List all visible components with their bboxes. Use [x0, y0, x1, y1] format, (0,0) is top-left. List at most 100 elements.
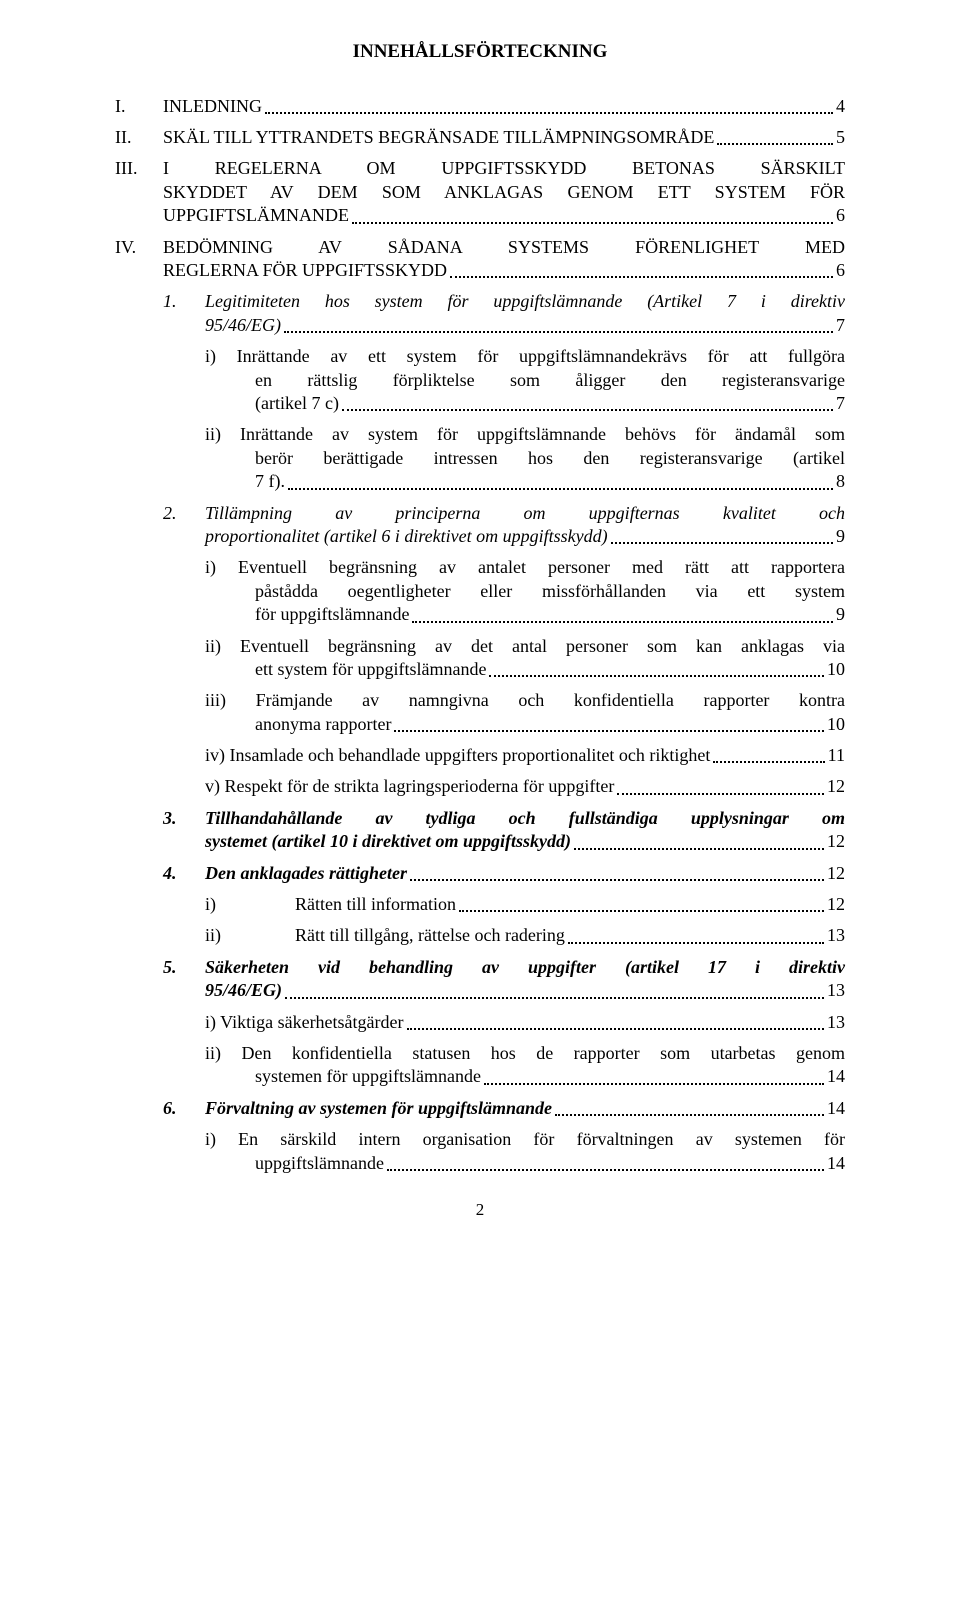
toc-text: v) Respekt för de strikta lagringsperiod…	[205, 775, 614, 798]
toc-label: 4.	[163, 862, 205, 885]
toc-line: för uppgiftslämnande	[255, 603, 409, 626]
toc-text: Rätt till tillgång, rättelse och raderin…	[295, 924, 565, 947]
toc-entry: ii) Rätt till tillgång, rättelse och rad…	[205, 924, 845, 947]
toc-page: 4	[836, 95, 845, 118]
toc-entry: I. INLEDNING 4	[115, 95, 845, 118]
toc-line: ett system för uppgiftslämnande	[255, 658, 486, 681]
toc-line: systemen för uppgiftslämnande	[255, 1065, 481, 1088]
toc-line: berör berättigade intressen hos den regi…	[255, 447, 845, 470]
toc-line: REGLERNA FÖR UPPGIFTSSKYDD	[163, 259, 447, 282]
toc-entry: ii) Eventuell begränsning av det antal p…	[115, 635, 845, 682]
toc-text: SKÄL TILL YTTRANDETS BEGRÄNSADE TILLÄMPN…	[163, 126, 714, 149]
toc-line: anonyma rapporter	[255, 713, 391, 736]
toc-page: 14	[827, 1152, 845, 1175]
toc-leader	[713, 761, 824, 763]
toc-page: 6	[836, 204, 845, 227]
toc-line: systemet (artikel 10 i direktivet om upp…	[205, 830, 571, 853]
toc-page: 7	[836, 392, 845, 415]
toc-page: 9	[836, 525, 845, 548]
toc-page: 6	[836, 259, 845, 282]
toc-leader	[717, 143, 833, 145]
toc-leader	[450, 276, 833, 278]
toc-leader	[265, 112, 833, 114]
toc-line: påstådda oegentligheter eller missförhål…	[255, 580, 845, 603]
toc-line: 7 f).	[255, 470, 285, 493]
toc-leader	[352, 222, 833, 224]
toc-page: 7	[836, 314, 845, 337]
toc-page: 12	[827, 893, 845, 916]
toc-page: 14	[827, 1097, 845, 1120]
toc-page: 13	[827, 1011, 845, 1034]
toc-page: 12	[827, 862, 845, 885]
toc-page: 12	[827, 830, 845, 853]
toc-label: 5.	[163, 956, 205, 1003]
toc-page: 13	[827, 924, 845, 947]
toc-page: 9	[836, 603, 845, 626]
toc-entry: iv) Insamlade och behandlade uppgifters …	[205, 744, 845, 767]
toc-line: i) Eventuell begränsning av antalet pers…	[205, 556, 845, 579]
toc-line: Tillhandahållande av tydliga och fullstä…	[205, 807, 845, 830]
toc-label: IV.	[115, 236, 163, 283]
toc-line: ii) Eventuell begränsning av det antal p…	[205, 635, 845, 658]
toc-entry: 2. Tillämpning av principerna om uppgift…	[115, 502, 845, 549]
toc-leader	[484, 1083, 824, 1085]
toc-page: 11	[828, 744, 845, 767]
toc-leader	[555, 1114, 824, 1116]
toc-leader	[459, 910, 824, 912]
toc-leader	[412, 621, 833, 623]
toc-entry: i) Inrättande av ett system för uppgifts…	[115, 345, 845, 415]
toc-line: Tillämpning av principerna om uppgiftern…	[205, 502, 845, 525]
toc-line: en rättslig förpliktelse som åligger den…	[255, 369, 845, 392]
toc-text: iv) Insamlade och behandlade uppgifters …	[205, 744, 710, 767]
page-title: INNEHÅLLSFÖRTECKNING	[115, 40, 845, 65]
toc-entry: v) Respekt för de strikta lagringsperiod…	[205, 775, 845, 798]
toc-text: Rätten till information	[295, 893, 456, 916]
toc-leader	[568, 942, 824, 944]
toc-entry: 6. Förvaltning av systemen för uppgiftsl…	[163, 1097, 845, 1120]
page-number: 2	[115, 1199, 845, 1221]
toc-entry: i) Rätten till information 12	[205, 893, 845, 916]
toc-label: 1.	[163, 290, 205, 337]
toc-line: I REGELERNA OM UPPGIFTSSKYDD BETONAS SÄR…	[163, 157, 845, 180]
toc-line: ii) Inrättande av system för uppgiftsläm…	[205, 423, 845, 446]
toc-page: 13	[827, 979, 845, 1002]
toc-label: 6.	[163, 1097, 205, 1120]
toc-label: III.	[115, 157, 163, 227]
toc-leader	[284, 331, 833, 333]
toc-line: i) En särskild intern organisation för f…	[205, 1128, 845, 1151]
toc-line: BEDÖMNING AV SÅDANA SYSTEMS FÖRENLIGHET …	[163, 236, 845, 259]
toc-entry: IV. BEDÖMNING AV SÅDANA SYSTEMS FÖRENLIG…	[115, 236, 845, 283]
toc-entry: ii) Inrättande av system för uppgiftsläm…	[115, 423, 845, 493]
toc-line: iii) Främjande av namngivna och konfiden…	[205, 689, 845, 712]
toc-line: proportionalitet (artikel 6 i direktivet…	[205, 525, 608, 548]
toc-label: ii)	[205, 924, 295, 947]
toc-leader	[394, 730, 824, 732]
toc-entry: 5. Säkerheten vid behandling av uppgifte…	[115, 956, 845, 1003]
toc-leader	[489, 675, 824, 677]
toc-leader	[574, 848, 824, 850]
toc-entry: i) Viktiga säkerhetsåtgärder 13	[205, 1011, 845, 1034]
toc-line: UPPGIFTSLÄMNANDE	[163, 204, 349, 227]
toc-line: Säkerheten vid behandling av uppgifter (…	[205, 956, 845, 979]
toc-entry: 4. Den anklagades rättigheter 12	[163, 862, 845, 885]
toc-line: i) Inrättande av ett system för uppgifts…	[205, 345, 845, 368]
toc-entry: 3. Tillhandahållande av tydliga och full…	[115, 807, 845, 854]
toc-line: 95/46/EG)	[205, 314, 281, 337]
toc-label: II.	[115, 126, 163, 149]
toc-label: I.	[115, 95, 163, 118]
toc-leader	[342, 409, 833, 411]
toc-text: i) Viktiga säkerhetsåtgärder	[205, 1011, 404, 1034]
toc-line: uppgiftslämnande	[255, 1152, 384, 1175]
toc-entry: 1. Legitimiteten hos system för uppgifts…	[115, 290, 845, 337]
toc-line: SKYDDET AV DEM SOM ANKLAGAS GENOM ETT SY…	[163, 181, 845, 204]
toc-page: 8	[836, 470, 845, 493]
toc-leader	[387, 1169, 824, 1171]
toc-leader	[285, 997, 824, 999]
toc-text: Den anklagades rättigheter	[205, 862, 407, 885]
toc-line: (artikel 7 c)	[255, 392, 339, 415]
toc-leader	[407, 1028, 824, 1030]
toc-leader	[611, 542, 833, 544]
toc-page: 10	[827, 713, 845, 736]
toc-leader	[410, 879, 824, 881]
toc-text: INLEDNING	[163, 95, 262, 118]
